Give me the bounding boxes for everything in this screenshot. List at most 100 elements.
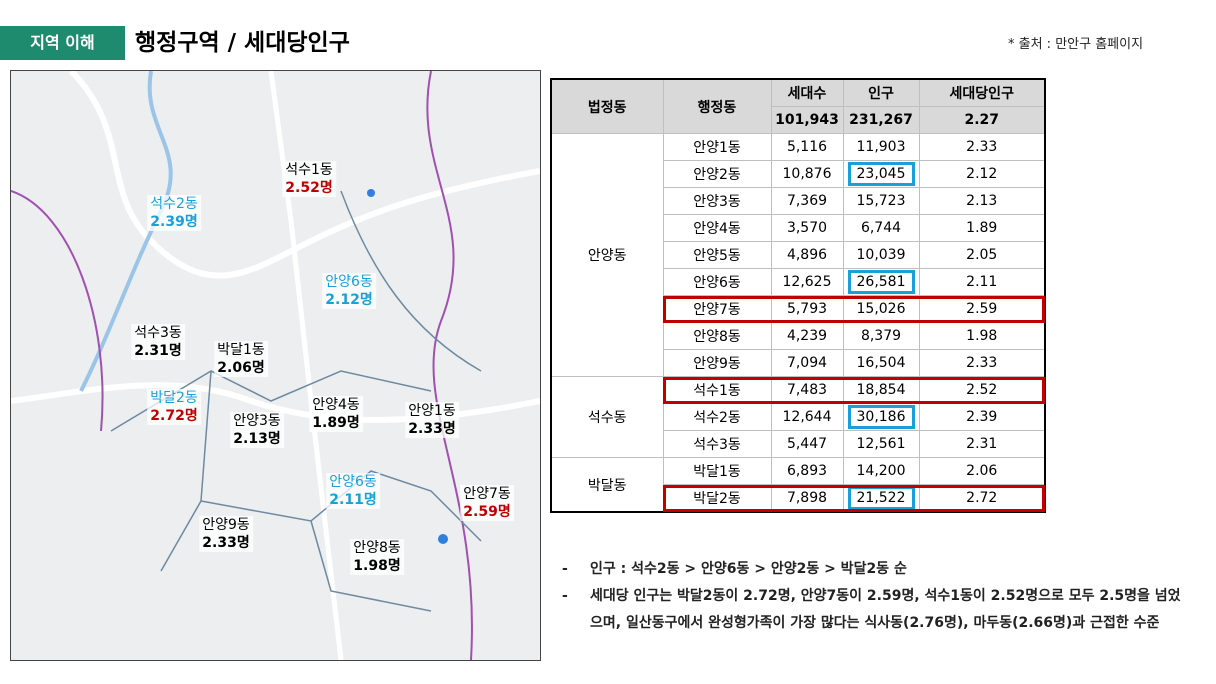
map-label: 석수1동 2.52명 [282, 161, 336, 197]
table-cell: 15,723 [842, 187, 920, 215]
table-cell: 2.31 [918, 430, 1046, 458]
table-cell: 7,898 [770, 484, 844, 513]
table-cell: 6,744 [842, 214, 920, 242]
table-row: 안양3동 7,369 15,723 2.13 [551, 187, 1046, 215]
table-cell: 10,039 [842, 241, 920, 269]
map-label: 박달2동 2.72명 [147, 389, 201, 425]
map-label: 안양7동 2.59명 [460, 485, 514, 521]
table-cell: 4,896 [770, 241, 844, 269]
table-cell: 11,903 [842, 133, 920, 161]
map-label: 석수3동 2.31명 [131, 324, 185, 360]
table-cell: 16,504 [842, 349, 920, 377]
table-cell: 2.72 [918, 484, 1046, 513]
per-household: 2.33명 [202, 535, 250, 551]
note: 인구 : 석수2동 > 안양6동 > 안양2동 > 박달2동 순 [562, 556, 1182, 583]
table-cell: 8,379 [842, 322, 920, 350]
table-cell: 2.33 [918, 349, 1046, 377]
table-cell: 10,876 [770, 160, 844, 188]
district-name: 안양9동 [202, 517, 250, 533]
table-cell: 4,239 [770, 322, 844, 350]
table-cell: 1.89 [918, 214, 1046, 242]
note: 세대당 인구는 박달2동이 2.72명, 안양7동이 2.59명, 석수1동이 … [562, 583, 1182, 637]
district-name: 안양8동 [353, 540, 401, 556]
table-row: 박달2동 7,898 21,522 2.72 [551, 484, 1046, 513]
table-cell: 안양3동 [662, 187, 772, 215]
table-cell: 안양9동 [662, 349, 772, 377]
map-label: 안양6동 2.11명 [326, 473, 380, 509]
table-cell: 2.11 [918, 268, 1046, 296]
table-cell: 안양6동 [662, 268, 772, 296]
table-cell: 석수3동 [662, 430, 772, 458]
table-cell: 12,561 [842, 430, 920, 458]
per-household: 2.12명 [325, 292, 373, 308]
table-cell: 5,793 [770, 295, 844, 323]
table-cell: 석수1동 [662, 376, 772, 404]
highlight-cell: 30,186 [847, 405, 915, 429]
table-cell: 안양7동 [662, 295, 772, 323]
table-row: 안양2동 10,876 23,045 2.12 [551, 160, 1046, 188]
table-cell: 5,447 [770, 430, 844, 458]
table-cell: 7,483 [770, 376, 844, 404]
total-cell: 231,267 [842, 106, 920, 134]
table-cell: 2.05 [918, 241, 1046, 269]
table-cell: 23,045 [842, 160, 920, 188]
highlight-cell: 23,045 [847, 162, 915, 186]
table-cell: 2.39 [918, 403, 1046, 431]
per-household: 2.11명 [329, 492, 377, 508]
per-household: 1.98명 [353, 558, 401, 574]
table-cell: 안양8동 [662, 322, 772, 350]
map-label: 안양8동 1.98명 [350, 539, 404, 575]
district-name: 안양7동 [463, 486, 511, 502]
map-label: 안양6동 2.12명 [322, 273, 376, 309]
map-label: 박달1동 2.06명 [214, 341, 268, 377]
table-row: 안양5동 4,896 10,039 2.05 [551, 241, 1046, 269]
total-cell: 101,943 [770, 106, 844, 134]
page-title: 행정구역 / 세대당인구 [135, 30, 350, 56]
district-name: 안양4동 [312, 397, 360, 413]
table-cell: 2.52 [918, 376, 1046, 404]
table-cell: 1.98 [918, 322, 1046, 350]
per-household: 2.33명 [408, 421, 456, 437]
highlight-cell: 21,522 [847, 486, 915, 510]
col-header: 세대수 [770, 78, 844, 107]
data-table: 법정동 행정동 세대수 인구 세대당인구 101,943 231,267 2.2… [550, 78, 1046, 513]
per-household: 2.72명 [150, 408, 198, 424]
table-cell: 30,186 [842, 403, 920, 431]
table-wrap: 법정동 행정동 세대수 인구 세대당인구 101,943 231,267 2.2… [550, 78, 1046, 513]
table-cell: 12,644 [770, 403, 844, 431]
table-cell: 2.33 [918, 133, 1046, 161]
table-cell: 18,854 [842, 376, 920, 404]
map-label: 안양4동 1.89명 [309, 396, 363, 432]
per-household: 2.39명 [150, 214, 198, 230]
table-cell: 석수2동 [662, 403, 772, 431]
group-cell: 석수동 [550, 376, 664, 458]
district-name: 석수1동 [285, 162, 333, 178]
col-header: 행정동 [662, 78, 772, 134]
district-name: 안양6동 [329, 474, 377, 490]
table-cell: 26,581 [842, 268, 920, 296]
district-name: 석수3동 [134, 325, 182, 341]
table-cell: 박달2동 [662, 484, 772, 513]
table-cell: 박달1동 [662, 457, 772, 485]
table-cell: 2.59 [918, 295, 1046, 323]
per-household: 2.52명 [285, 180, 333, 196]
table-cell: 2.06 [918, 457, 1046, 485]
per-household: 2.31명 [134, 343, 182, 359]
table-row: 석수동 석수1동 7,483 18,854 2.52 [550, 376, 1046, 458]
map-label: 안양1동 2.33명 [405, 402, 459, 438]
map-label: 안양3동 2.13명 [230, 412, 284, 448]
table-row: 안양8동 4,239 8,379 1.98 [551, 322, 1046, 350]
table-cell: 2.12 [918, 160, 1046, 188]
table-row: 안양동 안양1동 5,116 11,903 2.33 [550, 133, 1046, 377]
table-cell: 15,026 [842, 295, 920, 323]
district-name: 박달1동 [217, 342, 265, 358]
map-label: 석수2동 2.39명 [147, 195, 201, 231]
col-header: 법정동 [550, 78, 664, 134]
group-cell: 안양동 [550, 133, 664, 377]
table-row: 박달동 박달1동 6,893 14,200 2.06 [550, 457, 1046, 513]
table-cell: 안양4동 [662, 214, 772, 242]
district-name: 박달2동 [150, 390, 198, 406]
district-name: 안양1동 [408, 403, 456, 419]
table-cell: 3,570 [770, 214, 844, 242]
map-label: 안양9동 2.33명 [199, 516, 253, 552]
